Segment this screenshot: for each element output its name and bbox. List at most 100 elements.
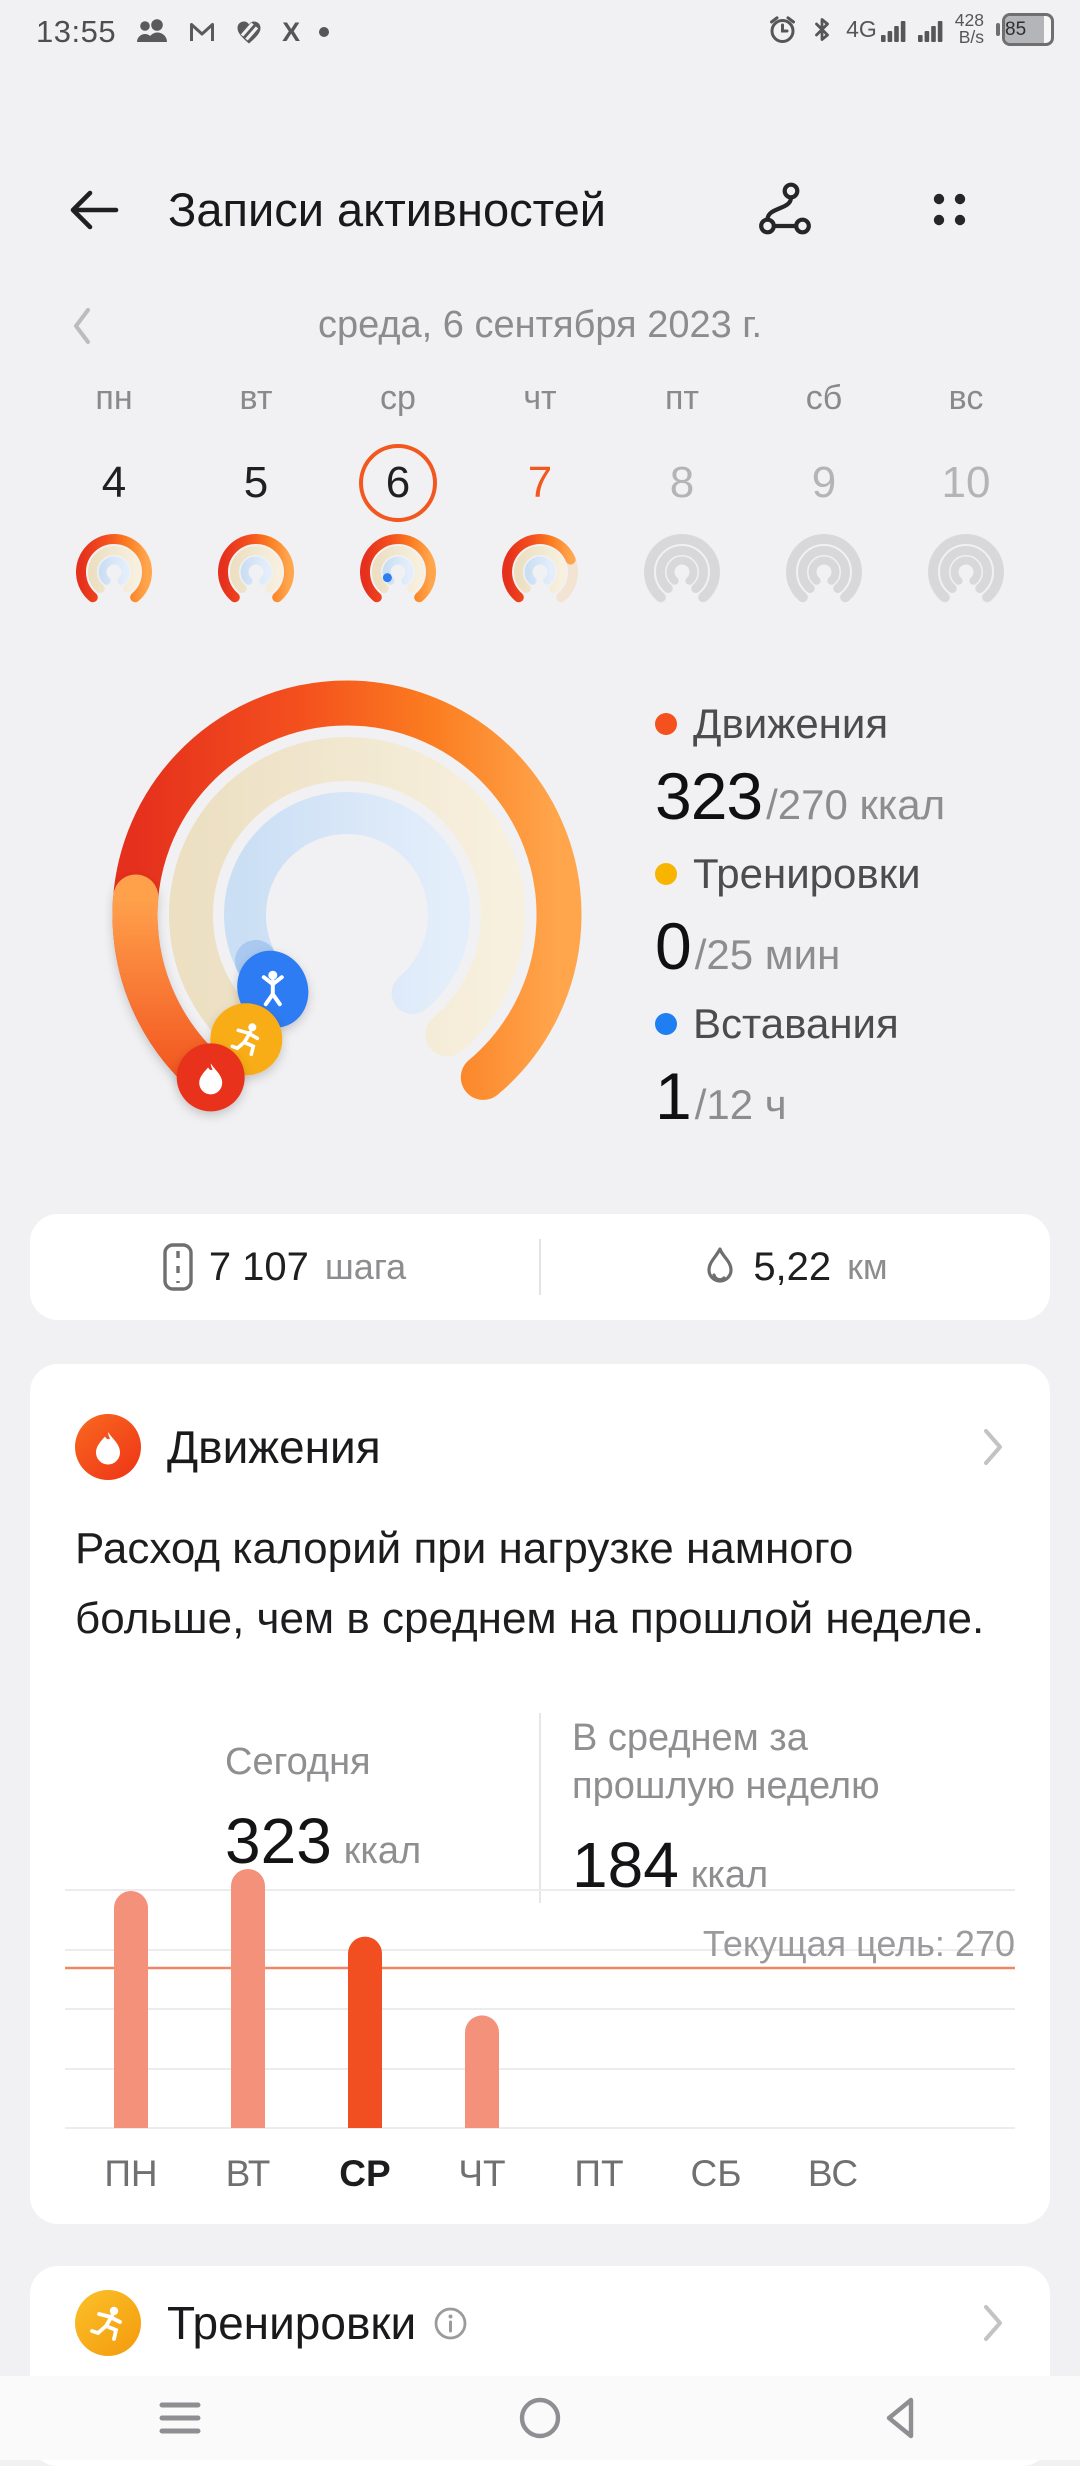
recents-icon [159, 2402, 201, 2434]
steps-value: 7 107 [208, 1244, 309, 1289]
weekday-label: сб [805, 379, 843, 417]
weekday-date: 6 [385, 458, 411, 507]
week-day-wed-selected[interactable]: ср 6 [327, 378, 469, 614]
weekday-date: 8 [669, 458, 695, 507]
distance-summary[interactable]: 5,22 км [541, 1245, 1050, 1290]
road-icon [163, 1243, 193, 1291]
stand-dot-icon [655, 1013, 677, 1035]
move-comparison: Сегодня 323 ккал В среднем за прошлую не… [75, 1690, 1005, 1925]
weekday-label: ср [380, 379, 416, 417]
calorie-bar-СР [348, 1936, 382, 2128]
chevron-left-icon [74, 308, 90, 344]
exercise-target: /25 мин [694, 931, 841, 978]
weekday-label: чт [523, 379, 557, 417]
distance-unit: км [847, 1246, 888, 1287]
mini-activity-ring [76, 534, 152, 603]
steps-summary[interactable]: 7 107 шага [30, 1243, 539, 1291]
page-title: Записи активностей [168, 183, 607, 236]
move-card-header[interactable]: Движения [75, 1414, 1005, 1480]
avg-value: 184 [572, 1828, 679, 1901]
move-value: 323 [655, 759, 763, 833]
today-value: 323 [225, 1804, 332, 1877]
previous-day-button[interactable] [72, 306, 92, 346]
last-week-column: В среднем за прошлую неделю 184 ккал [541, 1714, 1005, 1902]
daily-summary-stats: Движения 323 /270 ккал Тренировки 0 /25 … [655, 700, 1055, 1150]
signal-bars-icon-1 [880, 20, 906, 42]
battery-indicator: 85 [996, 12, 1054, 46]
mini-activity-ring [786, 534, 862, 603]
move-card: Движения Расход калорий при нагрузке нам… [30, 1364, 1050, 2224]
exercise-label: Тренировки [693, 850, 921, 897]
move-target: /270 ккал [766, 781, 946, 828]
bluetooth-icon [810, 14, 834, 45]
mini-activity-ring [502, 534, 578, 603]
battery-cap [996, 22, 1000, 36]
four-dot-menu-icon [933, 193, 966, 226]
today-column: Сегодня 323 ккал [75, 1738, 539, 1878]
week-day-mon[interactable]: пн 4 [43, 378, 185, 614]
today-unit: ккал [343, 1829, 422, 1872]
battery-fill [1005, 15, 1045, 43]
stand-label: Вставания [693, 1000, 899, 1047]
back-triangle-icon [886, 2397, 914, 2439]
share-button[interactable] [758, 182, 812, 236]
app-header: Записи активностей [0, 150, 1080, 270]
activity-rings [112, 680, 582, 1112]
mini-activity-ring [928, 534, 1004, 603]
status-bar: 13:55 X [0, 0, 1080, 62]
weekday-label: вт [239, 379, 273, 417]
x-axis-label-ВТ: ВТ [226, 2153, 271, 2194]
back-button[interactable] [66, 186, 122, 234]
notification-dot-icon [319, 27, 330, 37]
weekday-label: пт [665, 379, 699, 417]
home-button[interactable] [360, 2396, 720, 2440]
home-circle-icon [519, 2397, 561, 2439]
steps-distance-card[interactable]: 7 107 шага 5,22 км [30, 1214, 1050, 1320]
x-axis-label-ПТ: ПТ [574, 2153, 623, 2194]
week-strip: пн 4 вт 5 ср 6 чт 7 пт 8 сб 9 вс 10 [43, 378, 1037, 614]
chevron-right-icon [983, 1428, 1005, 1466]
network-type-label: 4G [846, 15, 877, 42]
exercise-value: 0 [655, 909, 692, 983]
mini-activity-ring [644, 534, 720, 603]
workout-runner-badge [75, 2290, 141, 2356]
recents-button[interactable] [0, 2400, 360, 2436]
more-menu-button[interactable] [922, 182, 976, 236]
x-app-notification-icon: X [282, 16, 301, 47]
move-label: Движения [693, 700, 889, 747]
flame-outline-icon [707, 1247, 733, 1283]
move-stat[interactable]: Движения 323 /270 ккал [655, 700, 1055, 850]
week-day-fri[interactable]: пт 8 [611, 378, 753, 614]
week-day-thu[interactable]: чт 7 [469, 378, 611, 614]
back-nav-button[interactable] [720, 2396, 1080, 2440]
x-axis-label-ЧТ: ЧТ [458, 2153, 505, 2194]
steps-unit: шага [324, 1246, 407, 1287]
data-rate-unit: B/s [958, 27, 984, 47]
current-date-label[interactable]: среда, 6 сентября 2023 г. [317, 304, 763, 346]
mini-activity-ring [218, 534, 294, 603]
week-day-sun[interactable]: вс 10 [895, 378, 1037, 614]
weekly-calories-bar-chart: Текущая цель: 270 ПН ВТ СР ЧТ ПТ СБ ВС [65, 1869, 1015, 2194]
avg-unit: ккал [690, 1853, 769, 1896]
week-day-sat[interactable]: сб 9 [753, 378, 895, 614]
exercise-stat[interactable]: Тренировки 0 /25 мин [655, 850, 1055, 1000]
stand-value: 1 [655, 1059, 692, 1133]
weekday-label: вс [948, 379, 984, 417]
chevron-right-icon [983, 2304, 1005, 2342]
move-flame-icon [176, 1043, 245, 1112]
data-rate-indicator: 428 B/s [955, 11, 984, 47]
workout-card-header[interactable]: Тренировки [75, 2290, 1005, 2356]
info-icon[interactable] [432, 2305, 469, 2342]
weekday-date: 7 [527, 458, 553, 507]
stand-stat[interactable]: Вставания 1 /12 ч [655, 1000, 1055, 1150]
x-axis-label-СР: СР [339, 2153, 390, 2194]
alarm-icon [767, 14, 798, 45]
weekday-date: 10 [941, 458, 991, 507]
distance-value: 5,22 [753, 1244, 832, 1289]
move-flame-badge [75, 1414, 141, 1480]
divider [539, 1239, 541, 1295]
divider [539, 1712, 541, 1903]
week-day-tue[interactable]: вт 5 [185, 378, 327, 614]
battery-icon: 85 [1002, 12, 1054, 46]
calorie-bar-ПН [114, 1891, 148, 2128]
